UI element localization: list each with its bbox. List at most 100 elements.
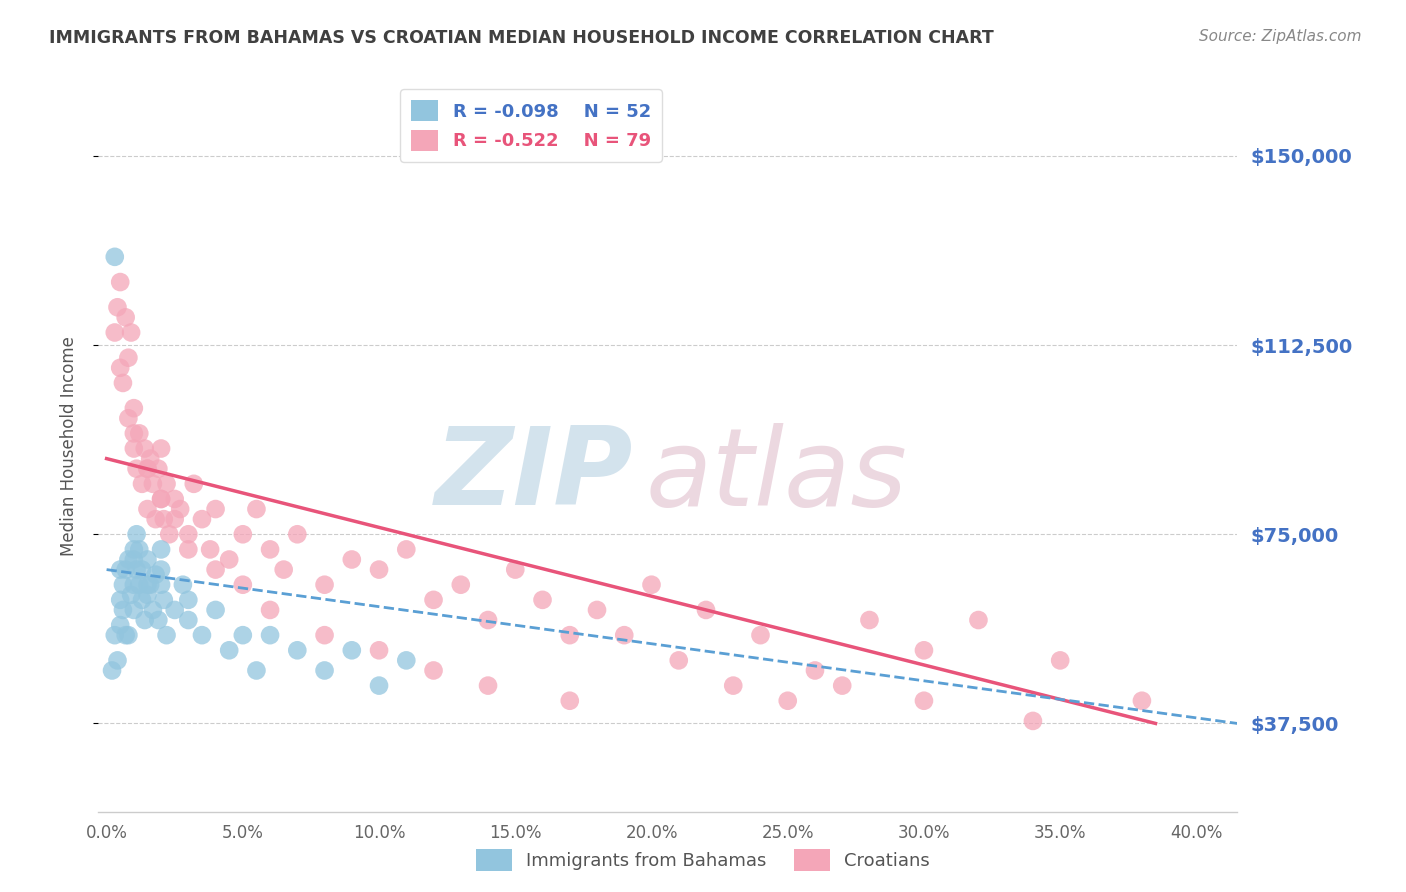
Point — [136, 578, 159, 592]
Point — [153, 512, 176, 526]
Point — [134, 613, 156, 627]
Point — [259, 628, 281, 642]
Point — [150, 442, 173, 456]
Point — [131, 563, 153, 577]
Point — [117, 552, 139, 566]
Point — [111, 376, 134, 390]
Text: atlas: atlas — [645, 423, 907, 528]
Point — [285, 643, 308, 657]
Point — [695, 603, 717, 617]
Point — [558, 694, 581, 708]
Point — [122, 542, 145, 557]
Point — [104, 628, 127, 642]
Point — [450, 578, 472, 592]
Text: IMMIGRANTS FROM BAHAMAS VS CROATIAN MEDIAN HOUSEHOLD INCOME CORRELATION CHART: IMMIGRANTS FROM BAHAMAS VS CROATIAN MEDI… — [49, 29, 994, 46]
Point — [122, 578, 145, 592]
Point — [191, 628, 214, 642]
Point — [150, 542, 173, 557]
Point — [125, 527, 148, 541]
Point — [122, 426, 145, 441]
Point — [139, 451, 162, 466]
Point — [340, 643, 363, 657]
Point — [558, 628, 581, 642]
Point — [723, 679, 745, 693]
Point — [586, 603, 609, 617]
Point — [422, 592, 444, 607]
Point — [314, 628, 336, 642]
Point — [142, 476, 165, 491]
Point — [150, 491, 173, 506]
Point — [110, 563, 132, 577]
Point — [104, 326, 127, 340]
Point — [110, 592, 132, 607]
Point — [163, 603, 186, 617]
Point — [177, 592, 200, 607]
Point — [191, 512, 214, 526]
Point — [128, 542, 150, 557]
Point — [831, 679, 853, 693]
Point — [125, 563, 148, 577]
Point — [150, 563, 173, 577]
Text: Source: ZipAtlas.com: Source: ZipAtlas.com — [1198, 29, 1361, 44]
Text: ZIP: ZIP — [436, 422, 634, 528]
Point — [145, 567, 167, 582]
Point — [368, 679, 391, 693]
Point — [804, 664, 827, 678]
Y-axis label: Median Household Income: Median Household Income — [59, 336, 77, 556]
Point — [107, 653, 129, 667]
Point — [395, 653, 418, 667]
Point — [111, 578, 134, 592]
Point — [912, 643, 935, 657]
Point — [245, 502, 267, 516]
Point — [531, 592, 554, 607]
Point — [368, 643, 391, 657]
Point — [157, 527, 180, 541]
Point — [340, 552, 363, 566]
Point — [912, 694, 935, 708]
Point — [204, 502, 226, 516]
Point — [183, 476, 205, 491]
Point — [145, 512, 167, 526]
Point — [314, 664, 336, 678]
Point — [218, 643, 240, 657]
Point — [107, 300, 129, 314]
Point — [314, 578, 336, 592]
Point — [967, 613, 990, 627]
Point — [117, 628, 139, 642]
Point — [122, 552, 145, 566]
Point — [163, 491, 186, 506]
Point — [120, 588, 142, 602]
Point — [117, 351, 139, 365]
Point — [204, 603, 226, 617]
Point — [150, 578, 173, 592]
Point — [101, 664, 124, 678]
Point — [110, 275, 132, 289]
Point — [232, 628, 254, 642]
Point — [155, 476, 177, 491]
Point — [259, 603, 281, 617]
Point — [177, 542, 200, 557]
Point — [142, 603, 165, 617]
Point — [136, 461, 159, 475]
Point — [177, 613, 200, 627]
Legend: Immigrants from Bahamas, Croatians: Immigrants from Bahamas, Croatians — [468, 842, 938, 879]
Point — [114, 563, 136, 577]
Point — [232, 578, 254, 592]
Point — [122, 603, 145, 617]
Point — [1049, 653, 1071, 667]
Legend: R = -0.098    N = 52, R = -0.522    N = 79: R = -0.098 N = 52, R = -0.522 N = 79 — [401, 89, 662, 161]
Point — [111, 603, 134, 617]
Point — [218, 552, 240, 566]
Point — [128, 426, 150, 441]
Point — [150, 491, 173, 506]
Point — [155, 628, 177, 642]
Point — [117, 411, 139, 425]
Point — [134, 442, 156, 456]
Point — [120, 326, 142, 340]
Point — [177, 527, 200, 541]
Point — [749, 628, 772, 642]
Point — [131, 476, 153, 491]
Point — [395, 542, 418, 557]
Point — [422, 664, 444, 678]
Point — [110, 360, 132, 375]
